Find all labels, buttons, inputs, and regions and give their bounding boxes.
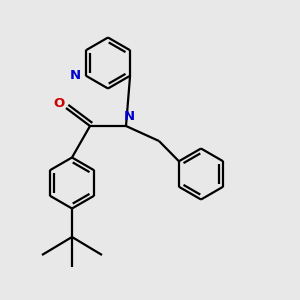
Text: N: N [70,69,81,82]
Text: N: N [123,110,135,124]
Text: O: O [53,97,64,110]
